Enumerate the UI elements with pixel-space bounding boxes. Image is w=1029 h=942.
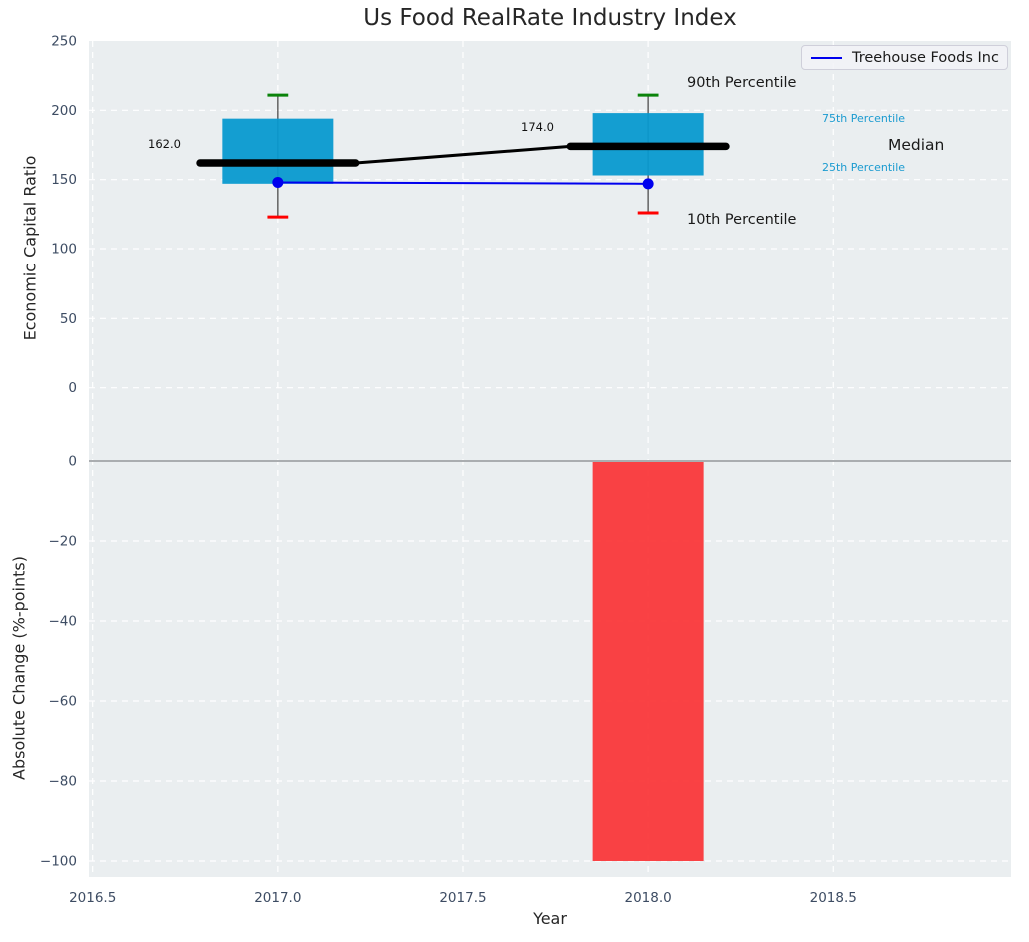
top-ytick-label: 50 (60, 311, 77, 327)
xtick-label: 2018.0 (624, 890, 671, 906)
top-ytick-label: 150 (51, 172, 77, 188)
chart-title: Us Food RealRate Industry Index (363, 5, 737, 31)
top-ytick-label: 100 (51, 242, 77, 258)
label-25th-percentile: 25th Percentile (822, 161, 906, 174)
bottom-ytick-label: −40 (49, 614, 78, 630)
legend-line-icon (811, 56, 842, 59)
median-connector-line (355, 144, 571, 165)
label-90th-percentile: 90th Percentile (687, 75, 797, 91)
top-plot-area (89, 41, 1011, 457)
bottom-plot-area (89, 457, 1011, 877)
bottom-y-axis-label: Absolute Change (%-points) (9, 556, 29, 780)
percentile-box-2017 (222, 118, 334, 184)
top-y-axis-label: Economic Capital Ratio (20, 155, 40, 341)
top-ytick-label: 250 (51, 34, 77, 50)
company-marker-2017 (272, 176, 284, 188)
company-marker-2018 (642, 178, 654, 190)
bottom-ytick-label: −100 (40, 854, 77, 870)
bottom-ytick-label: −60 (49, 694, 78, 710)
xtick-label: 2016.5 (69, 890, 116, 906)
x-axis-label: Year (533, 909, 567, 928)
legend: Treehouse Foods Inc (801, 45, 1008, 70)
xtick-label: 2018.5 (810, 890, 857, 906)
top-ytick-label: 0 (68, 380, 77, 396)
label-10th-percentile: 10th Percentile (687, 212, 797, 228)
bottom-ytick-label: 0 (68, 454, 77, 470)
legend-label: Treehouse Foods Inc (852, 49, 999, 66)
change-bar-2018 (592, 461, 704, 861)
bottom-ytick-label: −80 (49, 774, 78, 790)
label-75th-percentile: 75th Percentile (822, 112, 906, 125)
xtick-label: 2017.5 (439, 890, 486, 906)
company-line (277, 181, 649, 185)
label-median: Median (888, 136, 945, 154)
median-annotation-2017: 162.0 (148, 137, 181, 151)
xtick-label: 2017.0 (254, 890, 301, 906)
median-annotation-2018: 174.0 (521, 120, 554, 134)
bottom-ytick-label: −20 (49, 534, 78, 550)
top-ytick-label: 200 (51, 103, 77, 119)
